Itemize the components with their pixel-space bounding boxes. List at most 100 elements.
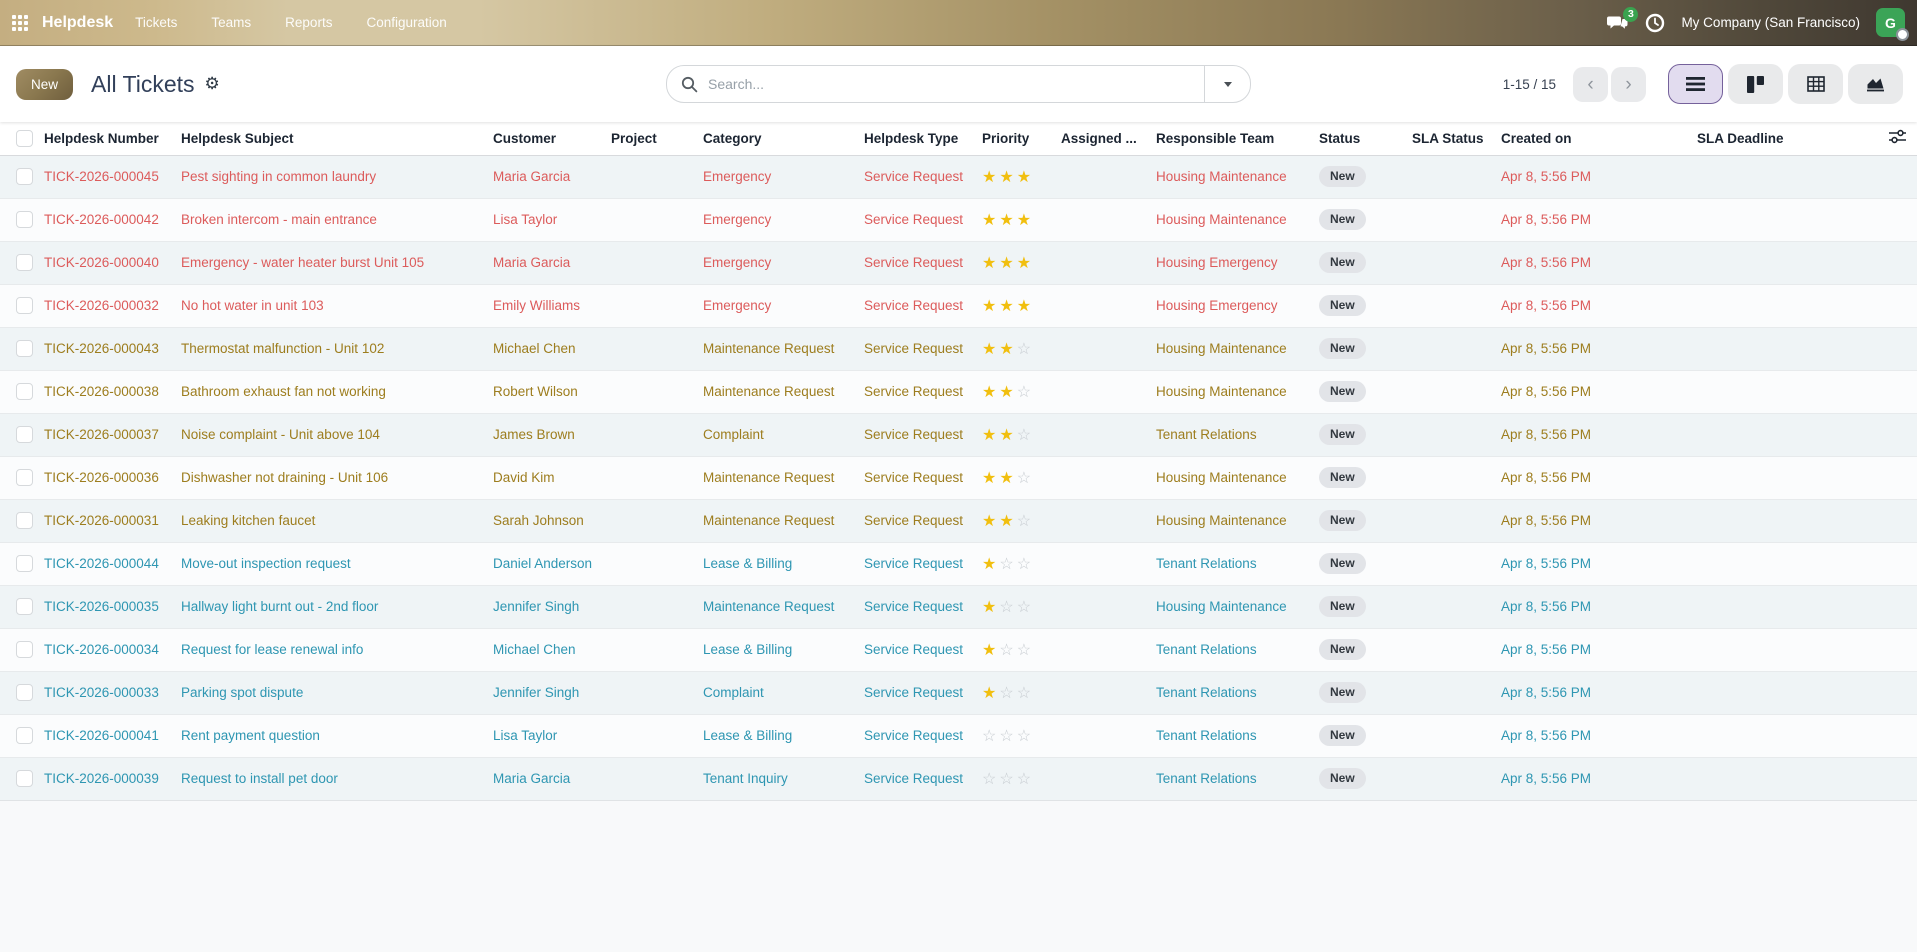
cell-sla_deadline[interactable] (1697, 240, 1877, 284)
cell-type[interactable]: Service Request (864, 326, 982, 370)
cell-end-gutter[interactable] (1877, 369, 1917, 413)
cell-sla_deadline[interactable] (1697, 541, 1877, 585)
star-filled-icon[interactable]: ★ (999, 512, 1017, 530)
cell-category[interactable]: Emergency (703, 283, 864, 327)
column-header-sla-deadline[interactable]: SLA Deadline (1697, 122, 1877, 156)
cell-end-gutter[interactable] (1877, 756, 1917, 800)
column-header-project[interactable]: Project (611, 122, 703, 156)
cell-number[interactable]: TICK-2026-000034 (44, 627, 181, 671)
cell-assigned[interactable] (1061, 627, 1156, 671)
search-dropdown-toggle[interactable] (1204, 66, 1250, 102)
cell-category[interactable]: Maintenance Request (703, 326, 864, 370)
star-empty-icon[interactable]: ☆ (999, 684, 1017, 702)
column-header-status[interactable]: Status (1319, 122, 1412, 156)
cell-sla_deadline[interactable] (1697, 369, 1877, 413)
cell-sla_deadline[interactable] (1697, 455, 1877, 499)
star-empty-icon[interactable]: ☆ (1016, 641, 1035, 659)
cell-category[interactable]: Maintenance Request (703, 498, 864, 542)
cell-type[interactable]: Service Request (864, 541, 982, 585)
cell-category[interactable]: Complaint (703, 670, 864, 714)
row-checkbox[interactable] (16, 297, 33, 314)
cell-team[interactable]: Housing Maintenance (1156, 369, 1319, 413)
star-empty-icon[interactable]: ☆ (1016, 426, 1035, 444)
cell-created[interactable]: Apr 8, 5:56 PM (1501, 541, 1697, 585)
cell-category[interactable]: Maintenance Request (703, 455, 864, 499)
star-filled-icon[interactable]: ★ (999, 211, 1017, 229)
cell-status[interactable]: New (1319, 455, 1412, 499)
star-filled-icon[interactable]: ★ (982, 254, 1000, 272)
star-empty-icon[interactable]: ☆ (1016, 598, 1035, 616)
ticket-row[interactable]: TICK-2026-000035 Hallway light burnt out … (0, 584, 1917, 628)
star-filled-icon[interactable]: ★ (999, 168, 1017, 186)
row-checkbox[interactable] (16, 426, 33, 443)
cell-sla_deadline[interactable] (1697, 197, 1877, 241)
adjust-columns-icon[interactable] (1888, 129, 1906, 144)
view-switch-kanban[interactable] (1728, 64, 1783, 104)
cell-customer[interactable]: Jennifer Singh (493, 670, 611, 714)
cell-team[interactable]: Housing Emergency (1156, 240, 1319, 284)
cell-category[interactable]: Emergency (703, 240, 864, 284)
cell-assigned[interactable] (1061, 541, 1156, 585)
star-filled-icon[interactable]: ★ (1016, 297, 1035, 315)
cell-created[interactable]: Apr 8, 5:56 PM (1501, 154, 1697, 198)
topbar-menu-item-teams[interactable]: Teams (211, 15, 252, 30)
cell-subject[interactable]: Request for lease renewal info (181, 627, 493, 671)
cell-status[interactable]: New (1319, 154, 1412, 198)
cell-sla_status[interactable] (1412, 240, 1501, 284)
cell-project[interactable] (611, 326, 703, 370)
cell-type[interactable]: Service Request (864, 240, 982, 284)
search-input[interactable] (708, 76, 1204, 92)
cell-team[interactable]: Housing Maintenance (1156, 455, 1319, 499)
select-all-checkbox[interactable] (16, 129, 33, 147)
cell-team[interactable]: Tenant Relations (1156, 541, 1319, 585)
cell-number[interactable]: TICK-2026-000032 (44, 283, 181, 327)
cell-created[interactable]: Apr 8, 5:56 PM (1501, 197, 1697, 241)
cell-type[interactable]: Service Request (864, 154, 982, 198)
cell-project[interactable] (611, 541, 703, 585)
cell-sla_deadline[interactable] (1697, 326, 1877, 370)
cell-type[interactable]: Service Request (864, 197, 982, 241)
cell-assigned[interactable] (1061, 412, 1156, 456)
cell-sla_deadline[interactable] (1697, 756, 1877, 800)
cell-subject[interactable]: Leaking kitchen faucet (181, 498, 493, 542)
ticket-row[interactable]: TICK-2026-000042 Broken intercom - main e… (0, 197, 1917, 241)
cell-category[interactable]: Maintenance Request (703, 584, 864, 628)
star-empty-icon[interactable]: ☆ (1016, 383, 1035, 401)
cell-project[interactable] (611, 197, 703, 241)
star-empty-icon[interactable]: ☆ (1016, 340, 1035, 358)
star-filled-icon[interactable]: ★ (982, 641, 1000, 659)
cell-project[interactable] (611, 412, 703, 456)
star-filled-icon[interactable]: ★ (999, 469, 1017, 487)
cell-end-gutter[interactable] (1877, 541, 1917, 585)
cell-end-gutter[interactable] (1877, 713, 1917, 757)
cell-customer[interactable]: Lisa Taylor (493, 197, 611, 241)
topbar-menu-item-configuration[interactable]: Configuration (366, 15, 447, 30)
cell-team[interactable]: Housing Maintenance (1156, 584, 1319, 628)
view-switch-list[interactable] (1668, 64, 1723, 104)
cell-team[interactable]: Housing Maintenance (1156, 197, 1319, 241)
row-checkbox[interactable] (16, 684, 33, 701)
cell-sla_deadline[interactable] (1697, 154, 1877, 198)
star-filled-icon[interactable]: ★ (982, 297, 1000, 315)
cell-number[interactable]: TICK-2026-000037 (44, 412, 181, 456)
cell-customer[interactable]: Sarah Johnson (493, 498, 611, 542)
ticket-row[interactable]: TICK-2026-000036 Dishwasher not draining … (0, 455, 1917, 499)
cell-type[interactable]: Service Request (864, 455, 982, 499)
star-filled-icon[interactable]: ★ (999, 340, 1017, 358)
cell-category[interactable]: Tenant Inquiry (703, 756, 864, 800)
cell-number[interactable]: TICK-2026-000041 (44, 713, 181, 757)
cell-sla_deadline[interactable] (1697, 283, 1877, 327)
cell-status[interactable]: New (1319, 713, 1412, 757)
cell-team[interactable]: Housing Maintenance (1156, 154, 1319, 198)
cell-subject[interactable]: Rent payment question (181, 713, 493, 757)
star-empty-icon[interactable]: ☆ (1016, 512, 1035, 530)
cell-number[interactable]: TICK-2026-000039 (44, 756, 181, 800)
cell-subject[interactable]: Dishwasher not draining - Unit 106 (181, 455, 493, 499)
column-header-helpdesk-type[interactable]: Helpdesk Type (864, 122, 982, 156)
cell-number[interactable]: TICK-2026-000038 (44, 369, 181, 413)
cell-assigned[interactable] (1061, 713, 1156, 757)
cell-subject[interactable]: Emergency - water heater burst Unit 105 (181, 240, 493, 284)
cell-number[interactable]: TICK-2026-000031 (44, 498, 181, 542)
star-filled-icon[interactable]: ★ (1016, 168, 1035, 186)
star-empty-icon[interactable]: ☆ (982, 770, 1000, 788)
